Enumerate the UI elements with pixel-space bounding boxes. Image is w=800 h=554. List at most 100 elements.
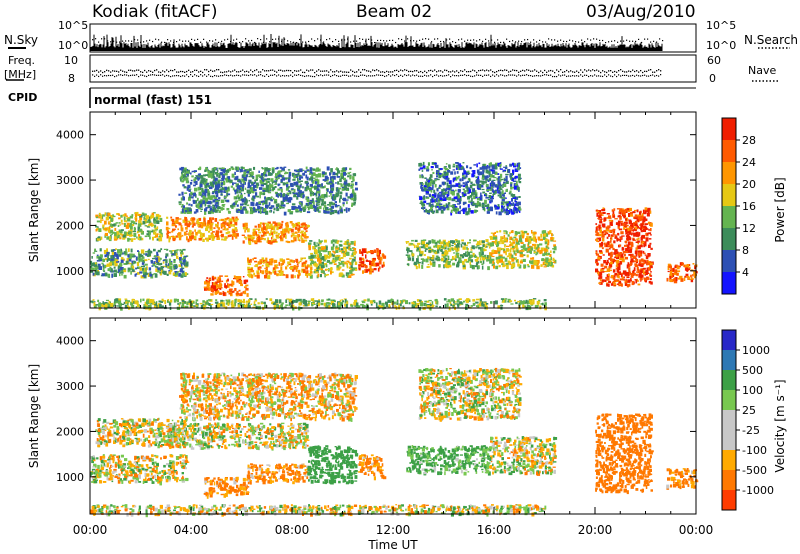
data-cell <box>168 262 173 266</box>
data-cell <box>493 176 497 179</box>
nave-dot <box>152 74 154 76</box>
data-cell <box>346 241 349 245</box>
data-cell <box>239 293 242 297</box>
freq-dot <box>216 69 218 71</box>
data-cell <box>220 199 225 203</box>
data-cell <box>510 182 513 185</box>
data-cell <box>252 177 255 180</box>
data-cell <box>476 260 480 264</box>
data-cell <box>323 204 327 208</box>
data-cell <box>484 204 489 207</box>
nave-dot <box>448 74 450 76</box>
nave-dot <box>216 75 218 77</box>
data-cell <box>272 269 275 274</box>
data-cell <box>511 177 514 182</box>
data-cell <box>231 229 234 233</box>
nave-dot <box>192 75 194 77</box>
data-cell <box>117 265 120 269</box>
data-cell <box>543 233 545 236</box>
freq-dot <box>280 69 282 71</box>
data-cell <box>101 262 104 265</box>
data-cell <box>346 260 350 263</box>
data-cell <box>451 248 455 251</box>
data-cell <box>421 265 424 269</box>
data-cell <box>234 171 236 175</box>
data-cell <box>336 241 339 244</box>
data-cell <box>467 170 470 173</box>
data-cell <box>238 276 242 280</box>
data-cell <box>147 234 151 237</box>
data-cell <box>342 253 346 258</box>
freq-dot <box>560 69 562 71</box>
data-cell <box>505 173 509 176</box>
search-dot <box>602 39 604 42</box>
nave-dot <box>580 74 582 76</box>
data-cell <box>121 234 124 237</box>
data-cell <box>129 229 133 233</box>
data-cell <box>172 250 175 252</box>
data-cell <box>456 240 459 243</box>
data-cell <box>348 246 351 249</box>
freq-dot <box>146 71 148 73</box>
data-cell <box>151 212 154 216</box>
data-cell <box>311 198 314 203</box>
data-cell <box>428 178 432 181</box>
data-cell <box>526 264 529 266</box>
data-cell <box>112 223 116 227</box>
freq-dot <box>616 71 618 73</box>
data-cell <box>353 248 357 251</box>
data-cell <box>519 251 523 255</box>
search-dot <box>152 40 154 43</box>
data-cell <box>424 249 427 252</box>
data-cell <box>368 251 371 253</box>
freq-dot <box>368 70 370 72</box>
data-cell <box>105 216 109 221</box>
data-cell <box>192 217 195 220</box>
nave-dot <box>510 74 512 76</box>
search-dot <box>326 38 328 41</box>
data-cell <box>505 201 509 204</box>
data-cell <box>293 265 296 270</box>
data-cell <box>254 231 258 235</box>
data-cell <box>457 189 461 193</box>
data-cell <box>472 202 476 205</box>
nave-dot <box>488 74 490 76</box>
nave-dot <box>612 75 614 78</box>
data-cell <box>442 239 446 243</box>
data-cell <box>218 278 222 283</box>
nave-dot <box>446 74 448 77</box>
data-cell <box>521 231 525 235</box>
data-cell <box>244 236 247 239</box>
data-cell <box>219 286 222 290</box>
data-cell <box>450 209 453 213</box>
data-cell <box>206 201 210 205</box>
data-cell <box>453 196 457 200</box>
nave-dot <box>618 74 620 76</box>
data-cell <box>526 254 529 258</box>
data-cell <box>512 262 515 265</box>
data-cell <box>371 262 375 267</box>
data-cell <box>466 172 470 175</box>
data-cell <box>247 193 250 197</box>
freq-dot <box>106 69 108 71</box>
data-cell <box>453 252 455 254</box>
nave-dot <box>458 75 460 77</box>
data-cell <box>452 190 455 192</box>
data-cell <box>131 269 135 272</box>
data-cell <box>469 251 473 254</box>
data-cell <box>371 258 376 262</box>
data-cell <box>506 203 509 208</box>
data-cell <box>286 224 289 228</box>
data-cell <box>317 247 321 252</box>
data-cell <box>474 255 478 258</box>
data-cell <box>171 230 174 233</box>
nave-dot <box>352 74 354 76</box>
data-cell <box>130 270 132 275</box>
data-cell <box>155 268 158 272</box>
data-cell <box>216 279 220 283</box>
data-cell <box>497 176 500 180</box>
data-cell <box>135 213 137 217</box>
data-cell <box>296 181 299 186</box>
data-cell <box>475 180 479 184</box>
data-cell <box>290 266 294 270</box>
